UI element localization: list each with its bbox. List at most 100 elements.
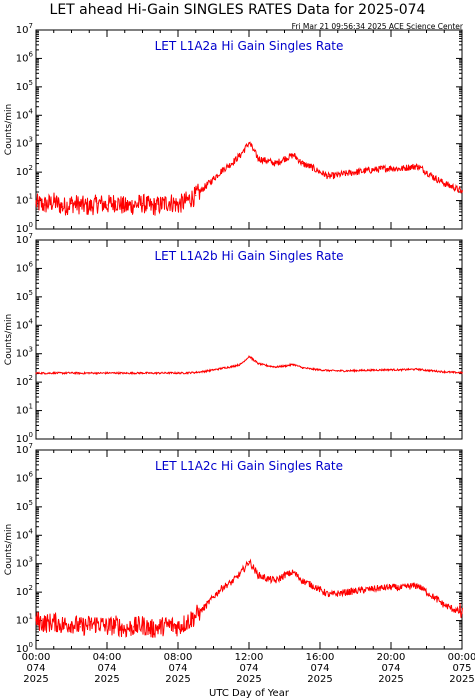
data-point: [204, 606, 206, 608]
data-point: [53, 621, 55, 623]
data-point: [417, 165, 419, 167]
data-point: [230, 366, 232, 368]
data-point: [248, 141, 250, 144]
data-point: [319, 369, 321, 371]
data-point: [461, 191, 463, 193]
data-point: [133, 204, 135, 206]
y-tick-label: 101: [16, 613, 33, 627]
data-point: [62, 206, 64, 208]
data-point: [310, 368, 312, 370]
data-point: [212, 177, 215, 180]
data-point: [168, 624, 170, 626]
x-tick-label: 12:00: [235, 652, 264, 663]
series-line: [35, 355, 463, 376]
data-point: [381, 587, 383, 589]
data-point: [115, 372, 117, 374]
data-point: [275, 162, 277, 165]
data-point: [115, 624, 117, 626]
data-point: [53, 201, 55, 203]
data-point: [70, 622, 73, 624]
data-point: [301, 162, 303, 165]
data-point: [62, 624, 64, 626]
data-point: [390, 369, 392, 371]
panel-title: LET L1A2a Hi Gain Singles Rate: [155, 39, 344, 53]
data-point: [150, 206, 152, 208]
plot-frame: [35, 239, 463, 440]
data-point: [425, 171, 428, 173]
data-point: [461, 612, 463, 614]
data-point: [266, 365, 268, 367]
timestamp-credit: Fri Mar 21 09:56:34 2025 ACE Science Cen…: [291, 22, 463, 31]
data-point: [328, 594, 330, 596]
data-point: [230, 581, 232, 584]
data-point: [106, 204, 108, 206]
data-point: [434, 370, 436, 372]
y-tick-label: 101: [16, 403, 33, 417]
data-point: [88, 372, 90, 374]
data-point: [425, 591, 428, 593]
panel-title: LET L1A2c Hi Gain Singles Rate: [155, 459, 343, 473]
y-tick-label: 102: [16, 164, 33, 178]
x-tick-label: 2025: [307, 674, 332, 685]
data-point: [35, 619, 37, 622]
data-point: [443, 182, 445, 185]
x-tick-label: 074: [97, 663, 116, 674]
data-point: [346, 370, 348, 372]
x-tick-label: 00:00: [448, 652, 475, 663]
data-point: [195, 194, 197, 197]
y-tick-label: 103: [16, 556, 33, 570]
x-tick-label: 074: [310, 663, 329, 674]
data-point: [141, 202, 144, 204]
data-point: [97, 372, 99, 374]
data-point: [186, 372, 188, 374]
data-point: [35, 202, 37, 204]
data-point: [354, 171, 357, 173]
data-point: [204, 186, 206, 188]
x-tick-label: 2025: [236, 674, 261, 685]
x-axis-label: UTC Day of Year: [209, 688, 290, 699]
data-point: [452, 186, 454, 188]
data-point: [372, 369, 374, 371]
x-tick-label: 075: [452, 663, 471, 674]
data-point: [44, 204, 46, 206]
data-point: [443, 371, 445, 373]
data-point: [248, 355, 250, 358]
data-point: [301, 367, 303, 369]
x-tick-label: 00:00: [22, 652, 51, 663]
data-point: [97, 202, 99, 204]
data-point: [292, 571, 294, 573]
y-tick-label: 107: [16, 232, 33, 246]
data-point: [310, 584, 312, 586]
data-point: [70, 202, 73, 204]
y-tick-label: 106: [16, 470, 34, 484]
data-point: [461, 372, 463, 374]
y-tick-label: 106: [16, 260, 34, 274]
data-point: [239, 154, 241, 156]
data-point: [381, 168, 383, 170]
data-point: [133, 626, 135, 628]
data-point: [363, 369, 365, 371]
data-point: [399, 168, 401, 170]
data-point: [212, 369, 215, 371]
series-line: [35, 558, 463, 638]
data-point: [115, 201, 117, 203]
y-tick-label: 106: [16, 50, 34, 64]
data-point: [239, 363, 241, 366]
data-point: [44, 372, 46, 374]
data-point: [221, 367, 223, 369]
data-point: [443, 604, 445, 606]
plot-frame: [35, 29, 463, 230]
data-point: [452, 608, 454, 610]
x-tick-label: 16:00: [306, 652, 335, 663]
y-tick-label: 102: [16, 584, 33, 598]
data-point: [159, 204, 161, 206]
data-point: [168, 372, 170, 374]
data-point: [124, 206, 126, 208]
data-point: [79, 372, 81, 374]
data-point: [301, 580, 303, 582]
data-point: [106, 372, 108, 374]
data-point: [283, 574, 286, 576]
data-point: [221, 169, 223, 171]
data-point: [168, 201, 170, 203]
